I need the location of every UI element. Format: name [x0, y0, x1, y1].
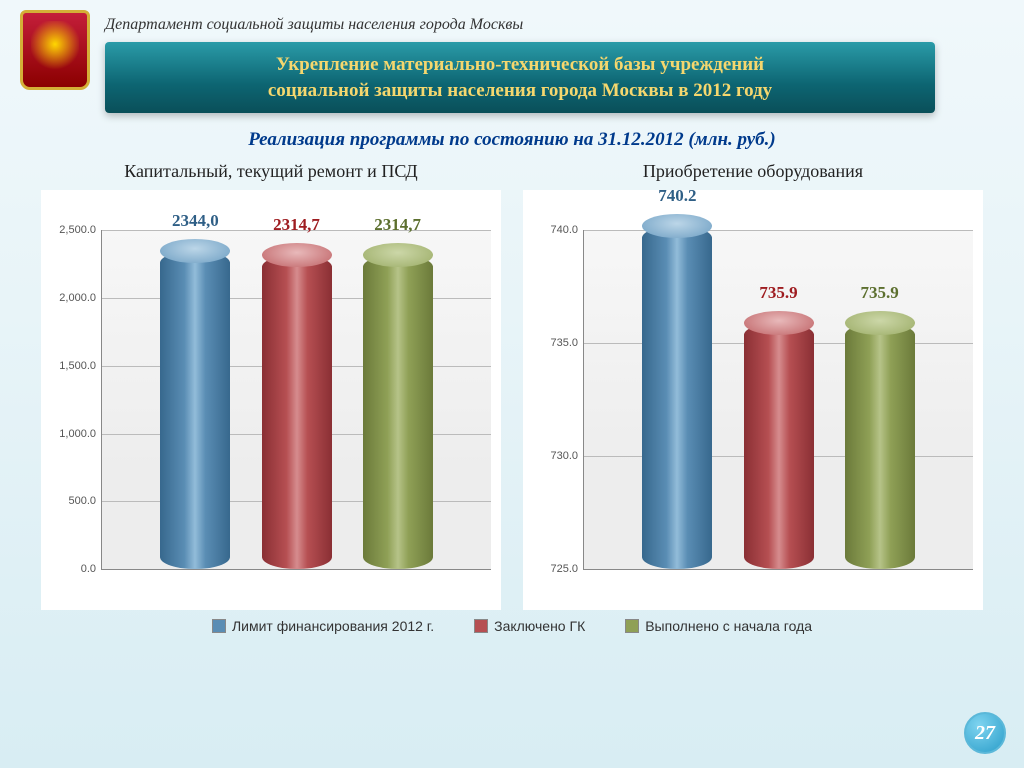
department-label: Департамент социальной защиты населения … — [105, 16, 1004, 34]
y-axis-label: 725.0 — [550, 563, 578, 575]
bar-top — [845, 311, 915, 335]
subtitle: Реализация программы по состоянию на 31.… — [0, 129, 1024, 151]
bar-limit — [642, 226, 712, 570]
bar-gk — [262, 255, 332, 569]
chart-right-plot: 725.0730.0735.0740.0740.2735.9735.9 — [583, 230, 973, 570]
bar-value-label: 735.9 — [759, 283, 797, 303]
y-axis-label: 730.0 — [550, 450, 578, 462]
y-axis-label: 1,000.0 — [59, 428, 96, 440]
bar-done — [845, 323, 915, 569]
title-line-1: Укрепление материально-технической базы … — [276, 54, 764, 75]
legend-label-gk: Заключено ГК — [494, 618, 585, 634]
y-axis-label: 740.0 — [550, 224, 578, 236]
bar-body — [363, 255, 433, 569]
y-axis-label: 2,000.0 — [59, 292, 96, 304]
chart-right-title: Приобретение оборудования — [523, 161, 983, 182]
legend-item-gk: Заключено ГК — [474, 618, 585, 634]
legend-label-limit: Лимит финансирования 2012 г. — [232, 618, 434, 634]
bar-body — [642, 226, 712, 570]
chart-left-area: 0.0 500.0 1,000.0 1,500.0 2,000.0 2,500.0 2344… — [41, 190, 501, 610]
bar-value-label: 2314,7 — [273, 215, 320, 235]
bar-top — [642, 214, 712, 238]
header: Департамент социальной защиты населения … — [0, 0, 1024, 113]
chart-left: Капитальный, текущий ремонт и ПСД 0.0 500… — [41, 161, 501, 610]
legend-item-limit: Лимит финансирования 2012 г. — [212, 618, 434, 634]
y-axis-label: 735.0 — [550, 337, 578, 349]
moscow-crest-icon — [20, 10, 90, 90]
bar-value-label: 2344,0 — [172, 211, 219, 231]
chart-right: Приобретение оборудования 725.0 730.0 735.… — [523, 161, 983, 610]
y-axis-label: 0.0 — [81, 563, 96, 575]
bar-value-label: 740.2 — [658, 186, 696, 206]
chart-left-title: Капитальный, текущий ремонт и ПСД — [41, 161, 501, 182]
charts-row: Капитальный, текущий ремонт и ПСД 0.0 500… — [0, 161, 1024, 610]
bar-done — [363, 255, 433, 569]
legend: Лимит финансирования 2012 г. Заключено Г… — [0, 618, 1024, 634]
legend-label-done: Выполнено с начала года — [645, 618, 812, 634]
bar-body — [160, 251, 230, 569]
title-line-2: социальной защиты населения города Москв… — [268, 80, 772, 101]
legend-swatch-done — [625, 619, 639, 633]
bar-body — [744, 323, 814, 569]
bar-top — [744, 311, 814, 335]
bar-value-label: 2314,7 — [374, 215, 421, 235]
legend-swatch-limit — [212, 619, 226, 633]
legend-item-done: Выполнено с начала года — [625, 618, 812, 634]
y-axis-label: 1,500.0 — [59, 360, 96, 372]
title-bar: Укрепление материально-технической базы … — [105, 42, 935, 113]
page-number-badge: 27 — [964, 712, 1006, 754]
bar-body — [262, 255, 332, 569]
y-axis-label: 2,500.0 — [59, 224, 96, 236]
bar-value-label: 735.9 — [861, 283, 899, 303]
bar-gk — [744, 323, 814, 569]
legend-swatch-gk — [474, 619, 488, 633]
bar-body — [845, 323, 915, 569]
chart-right-area: 725.0730.0735.0740.0740.2735.9735.9 — [523, 190, 983, 610]
y-axis-label: 500.0 — [68, 495, 96, 507]
chart-left-plot: 0.0500.01,000.01,500.02,000.02,500.02344… — [101, 230, 491, 570]
bar-limit — [160, 251, 230, 569]
